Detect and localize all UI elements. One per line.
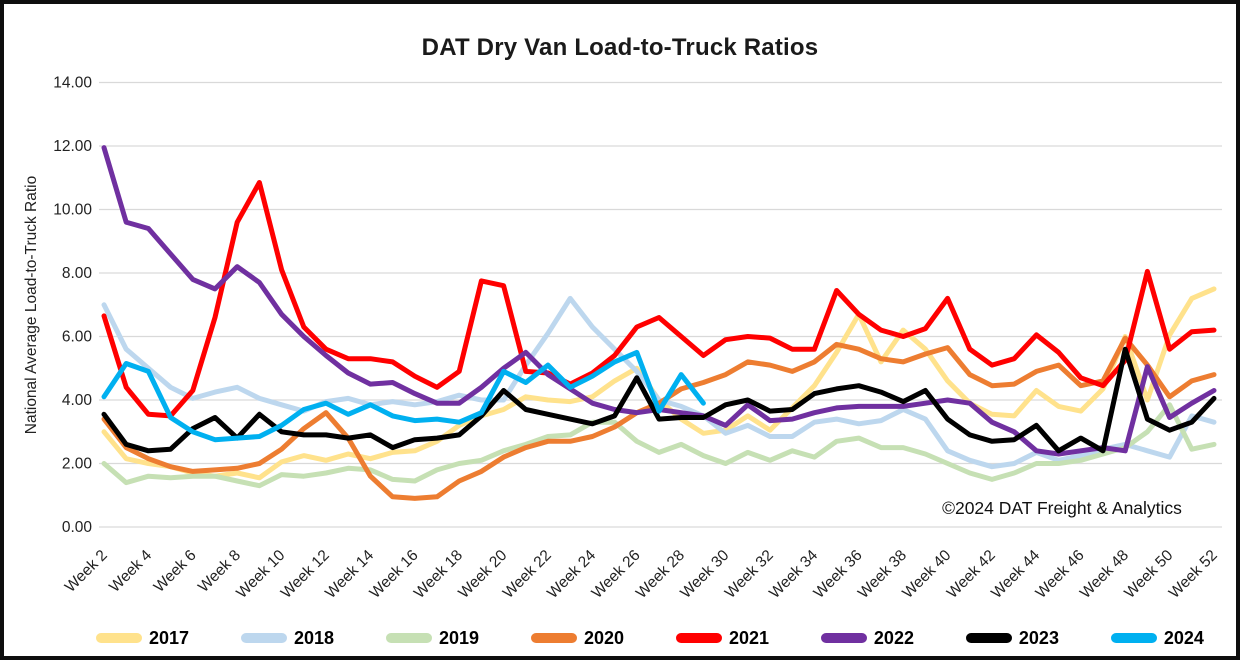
series-line-2023 <box>101 346 1217 454</box>
legend-item-2018: 2018 <box>240 627 335 649</box>
y-tick-label: 14.00 <box>53 75 92 92</box>
legend-item-2021: 2021 <box>675 627 769 649</box>
legend-swatch-icon <box>1110 633 1157 643</box>
series-line-2020 <box>101 335 1217 501</box>
x-tick-label: Week 6 <box>151 547 200 596</box>
y-tick-label: 12.00 <box>53 138 92 155</box>
legend-label: 2017 <box>149 627 190 648</box>
legend-item-2017: 2017 <box>96 628 189 649</box>
legend-item-2022: 2022 <box>820 627 914 649</box>
copyright-text: ©2024 DAT Freight & Analytics <box>942 498 1182 518</box>
series-line-2024 <box>101 349 706 443</box>
legend-swatch-icon <box>820 633 867 643</box>
y-tick-label: 6.00 <box>62 329 93 346</box>
y-tick-label: 8.00 <box>62 265 93 282</box>
y-tick-label: 0.00 <box>62 519 93 536</box>
legend-label: 2018 <box>293 627 335 648</box>
x-tick-label: Week 52 <box>1166 547 1221 602</box>
x-tick-label: Week 4 <box>106 547 155 596</box>
legend-label: 2022 <box>873 627 914 648</box>
legend-label: 2023 <box>1018 627 1059 648</box>
legend-item-2024: 2024 <box>1110 627 1204 649</box>
y-tick-label: 2.00 <box>62 456 93 473</box>
plot-area: 0.00 2.00 4.00 6.00 8.00 10.00 12.00 14.00 Week … <box>53 75 1222 602</box>
chart-title: DAT Dry Van Load-to-Truck Ratios <box>421 34 819 61</box>
legend-swatch-icon <box>965 633 1012 643</box>
y-tick-label: 4.00 <box>62 392 93 409</box>
legend-item-2020: 2020 <box>530 627 624 649</box>
x-tick-label: Week 2 <box>62 547 111 596</box>
legend-swatch-icon <box>96 633 142 643</box>
series-line-2018 <box>101 295 1217 470</box>
legend-item-2023: 2023 <box>965 627 1059 649</box>
legend-label: 2020 <box>583 627 624 648</box>
legend-swatch-icon <box>385 633 432 643</box>
series-line-2021 <box>101 180 1217 419</box>
legend-swatch-icon <box>675 633 722 643</box>
series-line-2019 <box>101 402 1217 489</box>
legend: 2017 2018 2019 2020 2021 2022 2023 2024 <box>96 622 1204 654</box>
y-tick-label: 10.00 <box>53 202 92 219</box>
legend-item-2019: 2019 <box>385 627 480 649</box>
legend-swatch-icon <box>530 633 577 643</box>
legend-label: 2021 <box>728 627 769 648</box>
legend-label: 2019 <box>438 627 480 648</box>
legend-swatch-icon <box>240 633 287 643</box>
legend-label: 2024 <box>1163 627 1204 648</box>
